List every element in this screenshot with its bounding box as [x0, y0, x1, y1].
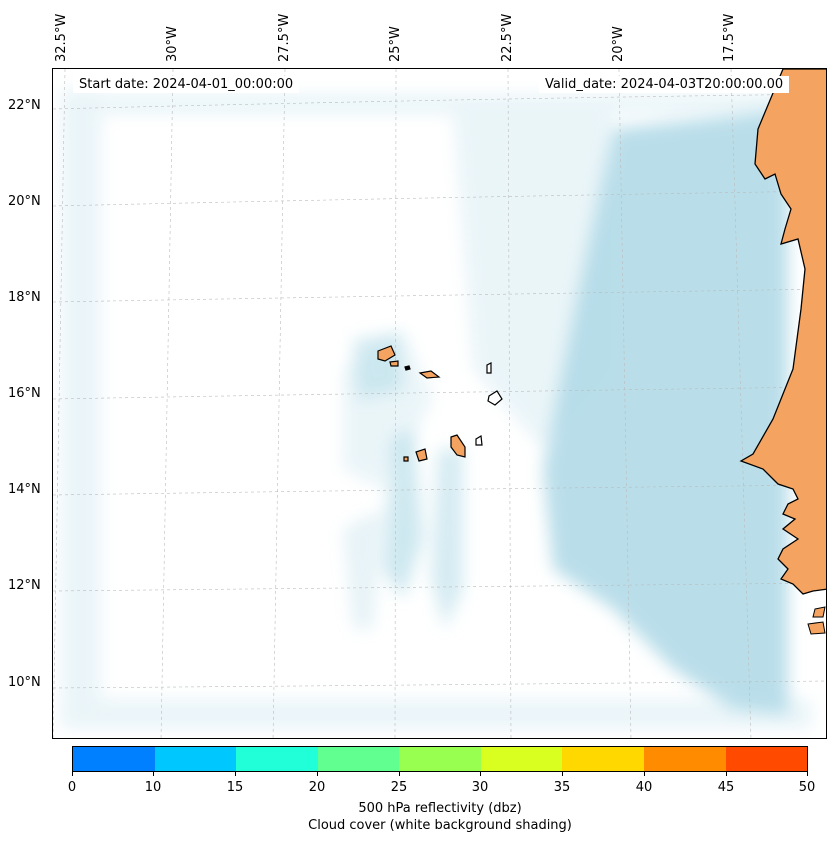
colorbar-segment-15-20	[236, 747, 318, 771]
colorbar-segment-0-10	[73, 747, 155, 771]
graticule	[53, 69, 826, 738]
colorbar-tick-label: 45	[717, 780, 735, 795]
island-sao-nicolau	[418, 370, 441, 379]
colorbar-tickmark	[562, 772, 563, 776]
colorbar-segment-20-25	[317, 747, 400, 771]
lon-label-30w: 30°W	[165, 26, 180, 62]
colorbar-tick-label: 50	[798, 780, 816, 795]
lon-label-27-5w: 27.5°W	[277, 13, 292, 62]
colorbar-subtitle: Cloud cover (white background shading)	[308, 818, 572, 833]
island-santa-luzia	[404, 365, 411, 371]
map-panel	[52, 68, 827, 739]
valid-date-label: Valid_date: 2024-04-03T20:00:00.00	[539, 76, 790, 93]
colorbar-segment-45-50	[725, 747, 808, 771]
colorbar-segment-35-40	[562, 747, 644, 771]
colorbar-tick-label: 10	[144, 780, 162, 795]
colorbar-segment-25-30	[399, 747, 481, 771]
africa-landmass	[739, 69, 826, 595]
lat-label-12n: 12°N	[8, 578, 41, 593]
colorbar-tick-label: 0	[67, 780, 77, 795]
start-date-label: Start date: 2024-04-01_00:00:00	[73, 76, 300, 93]
lon-label-22-5w: 22.5°W	[500, 13, 515, 62]
colorbar-segment-10-15	[154, 747, 237, 771]
colorbar	[72, 746, 808, 772]
island-boa-vista	[487, 390, 503, 406]
colorbar-segment-30-35	[480, 747, 563, 771]
lon-label-20w: 20°W	[611, 26, 626, 62]
island-santo-antao	[377, 345, 396, 362]
colorbar-tick-label: 25	[390, 780, 408, 795]
island-sal	[486, 362, 492, 374]
colorbar-tickmark	[644, 772, 645, 776]
lat-label-10n: 10°N	[8, 675, 41, 690]
colorbar-segment-40-45	[643, 747, 726, 771]
colorbar-tickmark	[235, 772, 236, 776]
colorbar-tickmark	[317, 772, 318, 776]
island-fogo	[415, 448, 428, 462]
cape-verde-islands	[377, 345, 503, 462]
lat-label-20n: 20°N	[8, 194, 41, 209]
colorbar-tickmark	[480, 772, 481, 776]
lon-label-32-5w: 32.5°W	[54, 13, 69, 62]
colorbar-tickmark	[807, 772, 808, 776]
lat-label-16n: 16°N	[8, 386, 41, 401]
colorbar-tickmark	[399, 772, 400, 776]
island-brava	[403, 456, 409, 462]
lon-label-25w: 25°W	[388, 26, 403, 62]
coast-islet-1	[812, 606, 826, 618]
colorbar-tick-label: 30	[471, 780, 489, 795]
map-canvas	[53, 69, 826, 738]
colorbar-tickmark	[72, 772, 73, 776]
island-santiago	[450, 434, 466, 458]
lat-label-18n: 18°N	[8, 290, 41, 305]
colorbar-tick-label: 20	[308, 780, 326, 795]
colorbar-tick-label: 35	[553, 780, 571, 795]
island-maio	[475, 435, 483, 446]
colorbar-tick-label: 40	[635, 780, 653, 795]
island-sao-vicente	[389, 360, 399, 367]
colorbar-tickmark	[726, 772, 727, 776]
cloud-mass	[343, 109, 788, 714]
colorbar-title: 500 hPa reflectivity (dbz)	[358, 801, 522, 816]
lat-label-14n: 14°N	[8, 482, 41, 497]
colorbar-tick-label: 15	[226, 780, 244, 795]
colorbar-tickmark	[153, 772, 154, 776]
coast-islet-2	[807, 621, 826, 635]
lat-label-22n: 22°N	[8, 98, 41, 113]
lon-label-17-5w: 17.5°W	[722, 13, 737, 62]
